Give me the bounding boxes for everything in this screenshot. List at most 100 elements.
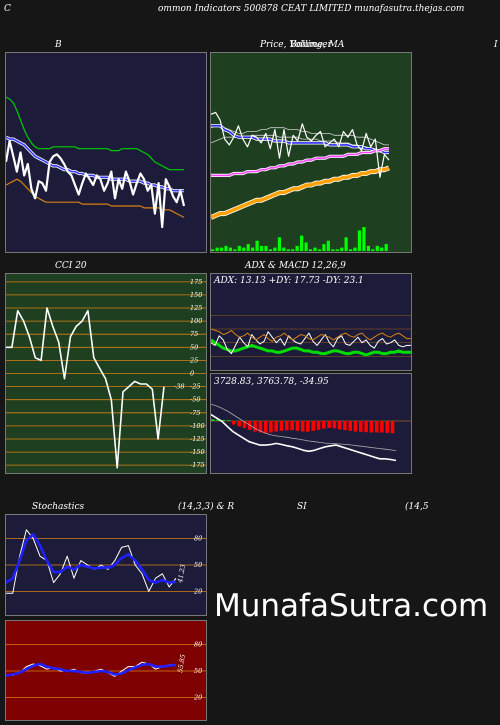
macd-histogram-bar xyxy=(263,421,268,434)
macd-values-label: 3728.83, 3763.78, -34.95 xyxy=(214,377,329,387)
macd-histogram-bar xyxy=(322,421,326,429)
volume-bar xyxy=(224,245,228,251)
rsi-panel: 80 50 20 55.85 xyxy=(5,620,207,721)
volume-bar xyxy=(264,245,268,251)
macd-histogram-bar xyxy=(316,421,321,430)
macd-histogram-bar xyxy=(221,420,226,421)
volume-bar xyxy=(286,249,290,251)
cci-tick-label: 100 xyxy=(190,317,202,325)
rsi-chart: 80 50 20 55.85 xyxy=(6,641,206,701)
ma-price-line xyxy=(211,111,390,178)
rsi-params: (14,5 xyxy=(405,502,429,512)
volume-bar xyxy=(357,230,361,251)
volume-bar xyxy=(237,245,241,251)
volume-bar xyxy=(335,249,339,251)
macd-histogram-bar xyxy=(359,421,363,432)
stoch-tick-label: 80 xyxy=(194,535,202,543)
cci-tick-label: 150 xyxy=(190,291,202,299)
volume-bar xyxy=(282,247,286,251)
volume-bar xyxy=(228,247,232,251)
macd-histogram-bar xyxy=(311,421,315,431)
cci-tick-label: -125 xyxy=(190,435,205,443)
stochastics-params: (14,3,3) & R xyxy=(178,502,235,512)
cci-tick-label: 0 xyxy=(190,370,194,378)
ma-orange-line xyxy=(211,166,390,219)
cci-tick-label: -150 xyxy=(190,448,205,456)
cci-panel: 175 150 125 100 75 50 25 0 -25 -50 -75 -100 -125 -150… xyxy=(5,273,207,474)
macd-histogram-bar xyxy=(253,421,257,432)
bollinger-title: B xyxy=(55,40,62,50)
volume-bar xyxy=(380,247,384,251)
macd-histogram-bar xyxy=(237,421,241,427)
macd-histogram-bar xyxy=(364,421,368,433)
rsi-tick-label: 80 xyxy=(194,641,202,649)
volume-bar xyxy=(326,240,330,251)
price-ma-overlap-title: Bollinger xyxy=(290,40,332,50)
macd-histogram-bar xyxy=(216,419,220,421)
volume-bar xyxy=(211,249,215,251)
price-ma-title: Price, Volume, MA xyxy=(260,40,345,50)
macd-histogram-bar xyxy=(306,421,310,432)
volume-bar xyxy=(260,245,264,251)
macd-histogram-bar xyxy=(274,421,278,432)
cci-tick-label: -100 xyxy=(190,422,205,430)
adx-macd-title: ADX & MACD 12,26,9 xyxy=(245,261,346,271)
bollinger-panel xyxy=(5,52,207,253)
stoch-tick-label: 50 xyxy=(194,561,202,569)
adx-plus_dy-line xyxy=(211,331,411,355)
page-header: ommon Indicators 500878 CEAT LIMITED mun… xyxy=(158,4,465,14)
macd-signal-line xyxy=(211,403,397,451)
ma-pink-line xyxy=(211,147,389,177)
stoch-d-line xyxy=(6,532,177,584)
stoch-k-line xyxy=(6,529,177,594)
volume-bar xyxy=(242,247,246,251)
macd-histogram-bar xyxy=(269,421,273,433)
volume-bar xyxy=(251,247,255,251)
adx-chart xyxy=(211,315,411,357)
macd-histogram-bar xyxy=(279,421,284,431)
volume-bar xyxy=(233,249,237,251)
macd-histogram-bar xyxy=(380,421,384,433)
macd-histogram-bar xyxy=(353,421,358,432)
volume-bar xyxy=(384,244,388,251)
macd-histogram-bar xyxy=(258,421,263,433)
volume-bar xyxy=(308,249,313,251)
bollinger-middle-line xyxy=(6,136,184,192)
cci-tick-label: 125 xyxy=(190,304,202,312)
volume-bar xyxy=(295,245,299,251)
adx-values-label: ADX: 13.13 +DY: 17.73 -DY: 23.1 xyxy=(214,276,364,286)
bollinger-price-line xyxy=(6,139,186,229)
macd-histogram-bar xyxy=(327,421,331,428)
watermark: MunafaSutra.com xyxy=(214,588,489,624)
macd-histogram-bar xyxy=(295,421,300,431)
cci-line xyxy=(6,307,165,469)
volume-bar xyxy=(313,247,317,251)
cci-tick-label: -50 xyxy=(190,396,200,404)
macd-histogram-bar xyxy=(337,421,342,430)
macd-histogram-bar xyxy=(332,421,337,429)
macd-histogram-bar xyxy=(242,421,247,428)
volume-bar xyxy=(273,247,277,251)
bollinger-chart xyxy=(6,96,186,229)
volume-bar xyxy=(375,245,379,251)
macd-histogram-bar xyxy=(290,421,294,431)
macd-chart xyxy=(211,403,411,462)
macd-macd-line xyxy=(211,413,397,462)
bollinger-upper-line xyxy=(6,96,184,171)
rsi-tick-label: 20 xyxy=(193,693,202,701)
cci-tick-label: -75 xyxy=(190,409,200,417)
macd-histogram-bar xyxy=(369,421,374,433)
stochastics-title: Stochastics xyxy=(32,502,85,512)
volume-bar xyxy=(353,247,357,251)
rsi-title: SI xyxy=(297,502,307,512)
macd-histogram-bar xyxy=(285,421,289,431)
adx-minus_dy-line xyxy=(211,328,411,342)
cci-tick-label: -175 xyxy=(190,461,205,469)
cci-title: CCI 20 xyxy=(55,261,87,271)
macd-histogram-bar xyxy=(232,421,236,425)
volume-bar xyxy=(366,245,370,251)
macd-histogram-bar xyxy=(343,421,347,431)
stoch-tick-label: 20 xyxy=(193,587,202,595)
stochastics-panel: 80 50 20 41.23 xyxy=(5,514,207,616)
macd-histogram-bar xyxy=(385,421,389,433)
